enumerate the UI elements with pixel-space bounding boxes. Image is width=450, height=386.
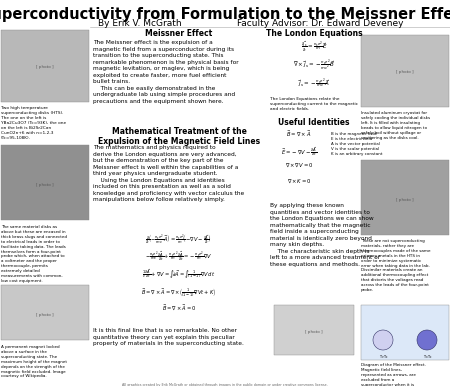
Text: $\vec{B}=\nabla\times\vec{A}=0$: $\vec{B}=\nabla\times\vec{A}=0$ — [162, 304, 196, 313]
FancyBboxPatch shape — [274, 305, 354, 355]
Circle shape — [417, 330, 437, 350]
Text: $\vec{B}=\nabla\times\vec{A}$: $\vec{B}=\nabla\times\vec{A}$ — [286, 130, 311, 139]
Text: T<Tc: T<Tc — [423, 355, 431, 359]
Text: The London Equations relate the
superconducting current to the magnetic
and elec: The London Equations relate the supercon… — [270, 97, 358, 111]
Text: Two high temperature
superconducting disks (HTS).
The one on the left is
YBa2Cu3: Two high temperature superconducting dis… — [1, 106, 66, 140]
Text: The Meissner effect is the expulsion of a
magnetic field from a superconductor d: The Meissner effect is the expulsion of … — [93, 40, 238, 104]
Text: By Erik V. McGrath: By Erik V. McGrath — [98, 19, 182, 28]
Text: The same material disks as
above but these are encased in
thick brass slugs and : The same material disks as above but the… — [1, 225, 67, 283]
Text: It is this final line that is so remarkable. No other
quantitative theory can ye: It is this final line that is so remarka… — [93, 328, 244, 346]
Text: $\vec{E}=-\nabla V-\frac{\partial\vec{A}}{\partial t}$: $\vec{E}=-\nabla V-\frac{\partial\vec{A}… — [281, 146, 317, 159]
Text: The London Equations: The London Equations — [266, 29, 362, 38]
Text: [ photo ]: [ photo ] — [36, 313, 54, 317]
Text: B is the magnetic field
E is the electric field
A is the vector potential
V is t: B is the magnetic field E is the electri… — [331, 132, 382, 156]
Circle shape — [373, 330, 393, 350]
FancyBboxPatch shape — [1, 145, 89, 220]
Text: [ photo ]: [ photo ] — [36, 65, 54, 69]
Text: T>Tc: T>Tc — [379, 355, 387, 359]
Text: $-\frac{n_s e^2}{mc}\frac{\partial\vec{A}}{\partial t}+\frac{n_s e^2}{m}\frac{\p: $-\frac{n_s e^2}{mc}\frac{\partial\vec{A… — [145, 250, 213, 264]
Text: Superconductivity from Formulation to the Meissner Effect: Superconductivity from Formulation to th… — [0, 7, 450, 22]
Text: Faculty Advisor: Dr. Edward Deveney: Faculty Advisor: Dr. Edward Deveney — [237, 19, 403, 28]
Text: $\nabla\times\vec{j}_s=-\frac{n_s e^2}{mc^2}\vec{B}$: $\nabla\times\vec{j}_s=-\frac{n_s e^2}{m… — [293, 58, 335, 73]
FancyBboxPatch shape — [361, 160, 449, 235]
Text: $\frac{\partial\vec{j}_s}{\partial t}=\frac{n_s e^2}{m}\vec{E}$: $\frac{\partial\vec{j}_s}{\partial t}=\f… — [301, 40, 327, 54]
Text: $\vec{B}=\nabla\times\vec{A}=\nabla\times\!\left(\frac{1}{(1-1)}\nabla V t+K\rig: $\vec{B}=\nabla\times\vec{A}=\nabla\time… — [141, 286, 217, 298]
Text: These are not superconducting
materials, rather they are
thermocouples made of t: These are not superconducting materials,… — [361, 239, 431, 292]
Text: Diagram of the Meissner effect.
Magnetic field lines,
represented as arrows, are: Diagram of the Meissner effect. Magnetic… — [361, 363, 426, 386]
Text: Insulated aluminum cryostat for
safely cooling the individual disks
left. It is : Insulated aluminum cryostat for safely c… — [361, 111, 430, 139]
FancyBboxPatch shape — [1, 30, 89, 102]
Text: By applying these known
quantities and vector identities to
the London Equations: By applying these known quantities and v… — [270, 203, 380, 267]
Text: [ photo ]: [ photo ] — [36, 183, 54, 187]
Text: A permanent magnet locked
above a surface in the
superconducting state. The
maxi: A permanent magnet locked above a surfac… — [1, 345, 67, 378]
FancyBboxPatch shape — [361, 35, 449, 107]
FancyBboxPatch shape — [361, 305, 449, 360]
Text: The mathematics and physics required to
derive the London equations are very adv: The mathematics and physics required to … — [93, 145, 244, 202]
Text: [ photo ]: [ photo ] — [305, 330, 323, 334]
Text: All graphics created by Erik McGrath or obtained through images in the public do: All graphics created by Erik McGrath or … — [122, 383, 328, 386]
Text: $\nabla\times K=0$: $\nabla\times K=0$ — [287, 178, 311, 185]
Text: $\vec{j}_s=-\frac{n_s e^2}{mc}\vec{A}$: $\vec{j}_s=-\frac{n_s e^2}{mc}\vec{A}$ — [298, 76, 330, 90]
Text: Meissner Effect: Meissner Effect — [145, 29, 212, 38]
FancyBboxPatch shape — [1, 285, 89, 340]
Text: Useful Identities: Useful Identities — [278, 118, 350, 127]
Text: Mathematical Treatment of the
Expulsion of the Magnetic Field Lines: Mathematical Treatment of the Expulsion … — [98, 127, 260, 146]
Text: $\nabla\times\nabla V=0$: $\nabla\times\nabla V=0$ — [285, 162, 313, 169]
Text: $\frac{1}{c}\frac{\partial\vec{A}}{\partial t}+\nabla V=\int\!\partial\vec{A}=\i: $\frac{1}{c}\frac{\partial\vec{A}}{\part… — [142, 268, 216, 280]
Text: $\frac{\partial}{\partial t}\!\left(-\frac{n_s e^2}{mc}\vec{A}\right)=\frac{n_s : $\frac{\partial}{\partial t}\!\left(-\fr… — [145, 232, 212, 246]
Text: [ photo ]: [ photo ] — [396, 198, 414, 202]
Text: [ photo ]: [ photo ] — [396, 70, 414, 74]
